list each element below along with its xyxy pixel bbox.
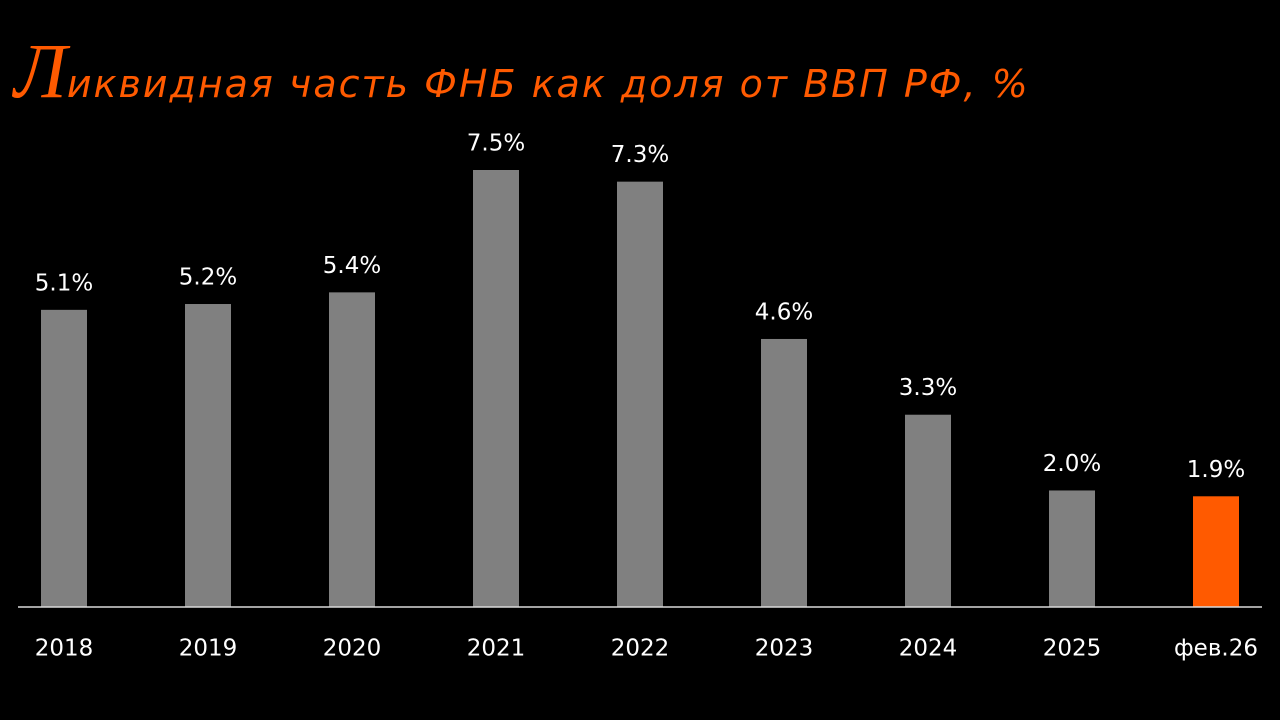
value-label: 3.3%: [899, 375, 957, 401]
bar: [617, 181, 663, 608]
value-label: 5.4%: [323, 253, 381, 279]
x-tick-label: 2024: [899, 636, 958, 662]
x-tick-label: 2020: [323, 636, 382, 662]
bar: [1049, 490, 1095, 607]
value-label: 1.9%: [1187, 457, 1245, 483]
bar: [329, 292, 375, 607]
x-tick-label: 2018: [35, 636, 94, 662]
x-tick-label: 2019: [179, 636, 238, 662]
x-tick-label: 2025: [1043, 636, 1102, 662]
bar: [761, 338, 807, 607]
bar: [41, 309, 87, 607]
bar: [905, 414, 951, 607]
bar: [1193, 496, 1239, 607]
bar: [185, 304, 231, 607]
x-tick-label: фев.26: [1174, 636, 1258, 662]
value-label: 5.2%: [179, 265, 237, 291]
value-label: 2.0%: [1043, 451, 1101, 477]
value-label: 7.3%: [611, 142, 669, 168]
x-tick-label: 2022: [611, 636, 670, 662]
x-tick-label: 2021: [467, 636, 526, 662]
chart-title: Ликвидная часть ФНБ как доля от ВВП РФ, …: [14, 27, 1030, 114]
value-label: 7.5%: [467, 131, 525, 157]
value-label: 5.1%: [35, 270, 93, 296]
value-label: 4.6%: [755, 299, 813, 325]
x-tick-label: 2023: [755, 636, 814, 662]
bar: [473, 170, 519, 607]
